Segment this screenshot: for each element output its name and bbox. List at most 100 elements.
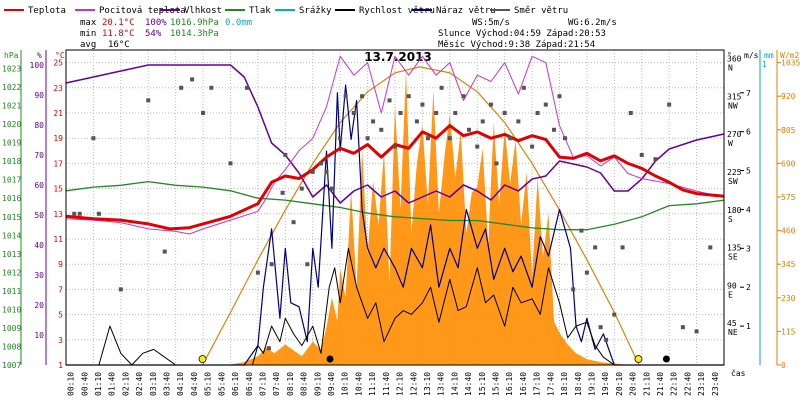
- tick-time-20: 10:10: [341, 372, 350, 396]
- wind-direction-point-45: [475, 144, 480, 149]
- unit-pressure: hPa: [4, 51, 19, 60]
- wind-direction-point-25: [338, 136, 343, 141]
- tick-humidity-6: 70: [34, 151, 44, 160]
- wind-direction-point-71: [680, 325, 685, 330]
- wind-direction-point-8: [190, 77, 195, 82]
- tick-time-11: 05:40: [217, 372, 226, 396]
- tick-pressure-2: 1009: [2, 324, 21, 333]
- series-gust: [66, 84, 724, 366]
- legend-label-4: Srážky: [299, 6, 332, 16]
- tick-time-30: 15:10: [478, 372, 487, 396]
- wind-direction-point-28: [360, 94, 365, 99]
- wind-direction-points: [72, 77, 713, 351]
- tick-pressure-11: 1018: [2, 157, 21, 166]
- tick-time-42: 21:10: [642, 372, 651, 396]
- series-temperature: [65, 124, 725, 231]
- stats-min-temp: 11.8°C: [102, 29, 135, 39]
- sun-times-info: Slunce Východ:04:59 Západ:20:53: [438, 29, 606, 39]
- tick-radiation-8: 920: [781, 92, 796, 101]
- wind-direction-point-35: [406, 94, 411, 99]
- tick-radiation-0: 0: [781, 361, 786, 370]
- moon-times-info: Měsíc Východ:9:38 Západ:21:54: [438, 40, 595, 50]
- series-radiation: [227, 69, 629, 366]
- tick-wind-6: 7: [746, 89, 751, 98]
- tick-time-7: 03:40: [163, 372, 172, 396]
- wind-direction-point-65: [612, 312, 617, 317]
- tick-time-2: 01:10: [94, 372, 103, 396]
- wind-direction-point-38: [425, 136, 430, 141]
- tick-temperature-4: 9: [58, 260, 63, 269]
- tick-direction-3: 180: [727, 206, 742, 215]
- tick-time-34: 17:10: [533, 372, 542, 396]
- wind-direction-point-49: [502, 111, 507, 115]
- tick-radiation-4: 460: [781, 227, 796, 236]
- legend-label-0: Teplota: [28, 6, 66, 16]
- unit-time: čas: [731, 368, 746, 378]
- tick-pressure-1: 1008: [2, 342, 21, 351]
- tick-time-10: 05:10: [204, 372, 213, 396]
- tick-radiation-7: 805: [781, 126, 796, 135]
- tick-radiation-5: 575: [781, 193, 796, 202]
- wind-direction-point-60: [579, 228, 584, 233]
- unit-temperature: °C: [55, 51, 65, 60]
- wind-direction-point-12: [244, 85, 249, 90]
- tick-time-31: 15:40: [492, 372, 501, 396]
- wind-direction-point-39: [434, 111, 439, 115]
- tick-direction-2: 135: [727, 244, 742, 253]
- tick-pressure-8: 1015: [2, 213, 21, 222]
- tick-humidity-3: 40: [34, 241, 44, 250]
- tick-time-32: 16:10: [505, 372, 514, 396]
- series-feels-like: [65, 55, 725, 235]
- tick-time-21: 10:40: [354, 372, 363, 396]
- tick-humidity-0: 10: [34, 331, 44, 340]
- tick-humidity-1: 20: [34, 301, 44, 310]
- wind-direction-point-26: [343, 94, 348, 99]
- tick-time-3: 01:40: [108, 372, 117, 396]
- tick-humidity-7: 80: [34, 121, 44, 130]
- tick-time-35: 17:40: [546, 372, 555, 396]
- chart-title: 13.7.2013: [364, 50, 432, 64]
- wind-direction-point-42: [453, 111, 458, 115]
- wind-direction-point-63: [598, 325, 603, 330]
- tick-pressure-14: 1021: [2, 102, 21, 111]
- wind-direction-point-52: [521, 85, 526, 90]
- tick-pressure-16: 1023: [2, 65, 21, 74]
- wind-direction-point-43: [461, 94, 466, 99]
- wind-direction-point-27: [351, 111, 356, 115]
- tick-temperature-3: 7: [58, 285, 63, 294]
- series-humidity: [65, 64, 725, 204]
- legend-label-7: Směr větru: [514, 6, 568, 16]
- tick-temperature-0: 1: [58, 361, 63, 370]
- wind-direction-point-57: [557, 94, 562, 99]
- wind-direction-point-7: [179, 85, 184, 90]
- series-theoretical-radiation: [201, 66, 640, 366]
- wind-direction-point-59: [571, 287, 576, 292]
- tick-radiation-1: 115: [781, 327, 796, 336]
- legend-label-1: Pocitová teplota: [99, 6, 186, 16]
- stats-avg-temp: 16°C: [108, 40, 130, 50]
- stats-max-press: 1016.9hPa: [170, 18, 219, 28]
- axes: 1007100810091010101110121013101410151016…: [2, 50, 800, 396]
- wind-direction-point-21: [310, 169, 315, 174]
- wind-direction-point-13: [255, 270, 260, 275]
- info-block: WS:5m/s WG:6.2m/s Slunce Východ:04:59 Zá…: [438, 18, 617, 50]
- tick-time-1: 00:40: [80, 372, 89, 396]
- wind-direction-point-10: [209, 85, 214, 90]
- wind-direction-point-53: [530, 144, 535, 149]
- tick-compass-2: SE: [728, 253, 738, 262]
- tick-rain-0: 1: [762, 60, 767, 69]
- wind-direction-point-58: [562, 136, 567, 141]
- wind-direction-point-56: [552, 127, 557, 132]
- tick-time-33: 16:40: [519, 372, 528, 396]
- tick-time-26: 13:10: [423, 372, 432, 396]
- tick-radiation-9: 1035: [781, 59, 800, 68]
- tick-time-19: 09:40: [327, 372, 336, 396]
- tick-time-17: 08:40: [300, 372, 309, 396]
- tick-humidity-2: 30: [34, 271, 44, 280]
- tick-time-37: 18:40: [574, 372, 583, 396]
- tick-time-36: 18:10: [560, 372, 569, 396]
- wind-direction-point-69: [653, 157, 658, 162]
- wind-direction-point-16: [280, 190, 285, 195]
- wind-direction-point-31: [379, 127, 384, 132]
- wind-direction-point-4: [118, 287, 123, 292]
